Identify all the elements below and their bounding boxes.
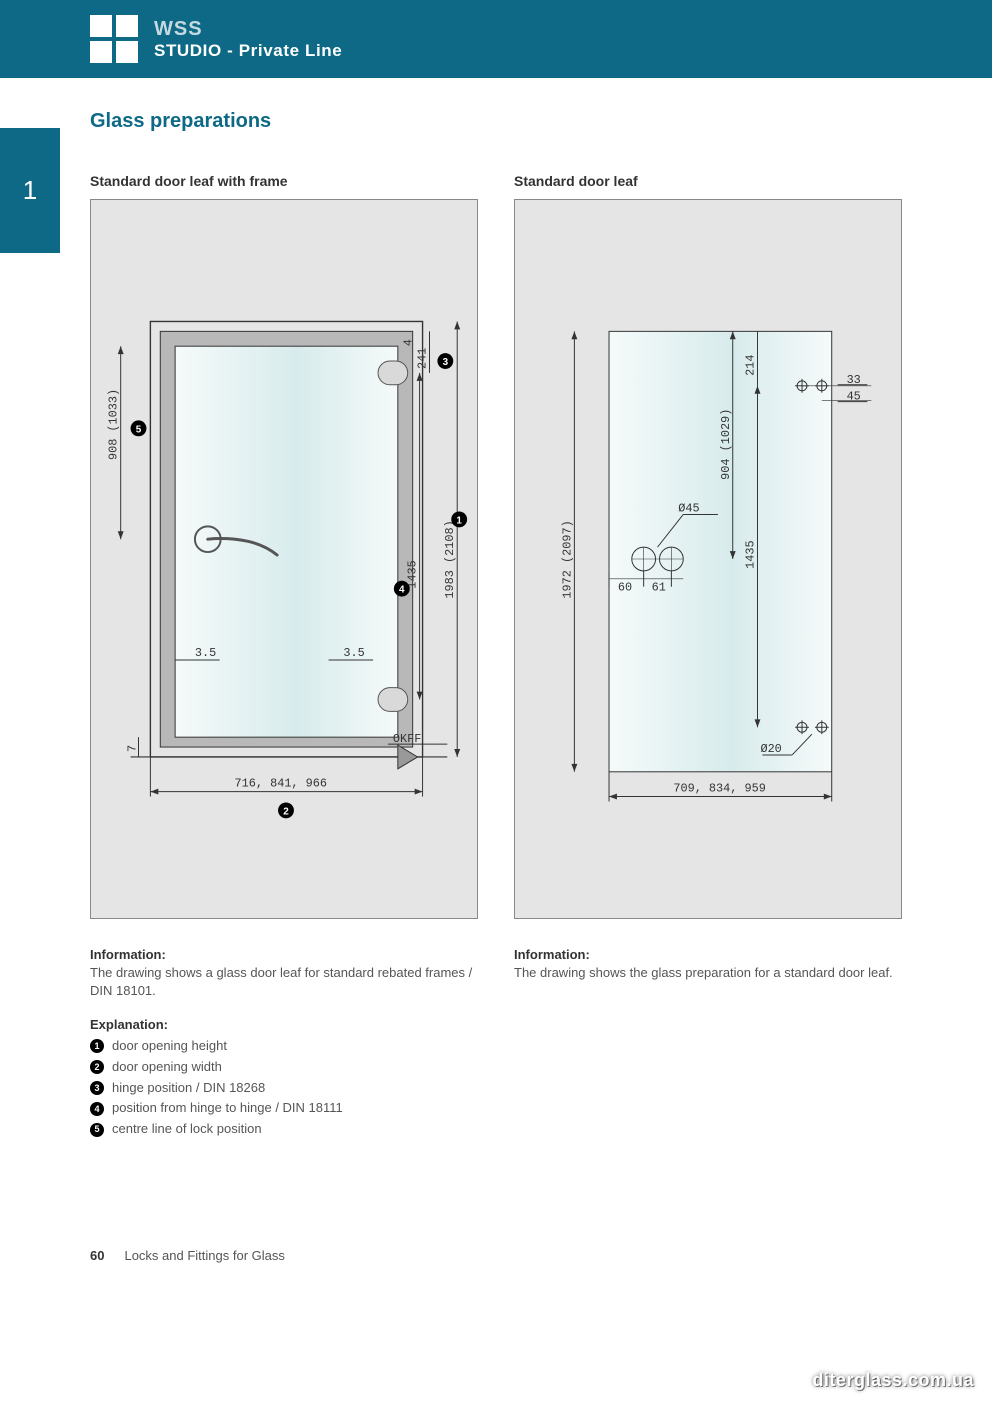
left-h-dim: 908 (1033) bbox=[107, 389, 121, 460]
subbrand: STUDIO - Private Line bbox=[154, 41, 342, 61]
gap7: 7 bbox=[126, 745, 140, 752]
logo-icon bbox=[90, 15, 138, 63]
watermark: diterglass.com.ua bbox=[812, 1370, 974, 1391]
list-item: 3hinge position / DIN 18268 bbox=[90, 1078, 478, 1099]
badge-icon: 1 bbox=[90, 1039, 104, 1053]
svg-text:4: 4 bbox=[399, 585, 405, 596]
info-heading-r: Information: bbox=[514, 947, 902, 962]
brand: WSS bbox=[154, 18, 342, 41]
info-heading: Information: bbox=[90, 947, 478, 962]
widthR: 709, 834, 959 bbox=[673, 782, 766, 796]
left-column: Standard door leaf with frame bbox=[90, 173, 478, 1140]
svg-text:1: 1 bbox=[456, 515, 462, 526]
info-text-r: The drawing shows the glass preparation … bbox=[514, 964, 902, 982]
h1972: 1972 (2097) bbox=[560, 520, 574, 598]
header-band: WSS STUDIO - Private Line bbox=[0, 0, 992, 78]
svg-text:2: 2 bbox=[283, 806, 289, 817]
right-h-dim: 1983 (2108) bbox=[443, 520, 457, 598]
h1435r: 1435 bbox=[744, 540, 758, 568]
right-info: Information: The drawing shows the glass… bbox=[514, 947, 902, 982]
header-text: WSS STUDIO - Private Line bbox=[154, 18, 342, 61]
two-columns: Standard door leaf with frame bbox=[90, 173, 902, 1140]
d45: Ø45 bbox=[678, 501, 699, 515]
badge-icon: 5 bbox=[90, 1123, 104, 1137]
explanation-list: 1door opening height 2door opening width… bbox=[90, 1036, 478, 1140]
h214: 214 bbox=[744, 355, 758, 376]
footer-title: Locks and Fittings for Glass bbox=[124, 1248, 284, 1263]
left-subtitle: Standard door leaf with frame bbox=[90, 173, 478, 189]
list-item: 4position from hinge to hinge / DIN 1811… bbox=[90, 1098, 478, 1119]
left-diagram: OKFF 716, 841, 966 908 (1033) bbox=[90, 199, 478, 919]
gap35l: 3.5 bbox=[195, 646, 216, 660]
svg-text:5: 5 bbox=[136, 424, 142, 435]
list-item: 5centre line of lock position bbox=[90, 1119, 478, 1140]
exp-heading: Explanation: bbox=[90, 1017, 478, 1032]
footer: 60 Locks and Fittings for Glass bbox=[0, 1248, 992, 1283]
svg-text:3: 3 bbox=[443, 357, 449, 368]
right-column: Standard door leaf bbox=[514, 173, 902, 1140]
info-text: The drawing shows a glass door leaf for … bbox=[90, 964, 478, 999]
list-item: 1door opening height bbox=[90, 1036, 478, 1057]
badge-icon: 2 bbox=[90, 1060, 104, 1074]
width-dim: 716, 841, 966 bbox=[235, 777, 328, 791]
page-number: 60 bbox=[90, 1248, 104, 1263]
off60: 60 bbox=[618, 581, 632, 595]
h904: 904 (1029) bbox=[719, 409, 733, 480]
right-subtitle: Standard door leaf bbox=[514, 173, 902, 189]
list-item: 2door opening width bbox=[90, 1057, 478, 1078]
d20: Ø20 bbox=[760, 742, 781, 756]
left-info: Information: The drawing shows a glass d… bbox=[90, 947, 478, 1140]
content: Glass preparations Standard door leaf wi… bbox=[0, 78, 992, 1168]
top241: 241 bbox=[416, 348, 430, 369]
page-title: Glass preparations bbox=[90, 110, 902, 133]
off61: 61 bbox=[652, 581, 666, 595]
badge-icon: 3 bbox=[90, 1081, 104, 1095]
badge-icon: 4 bbox=[90, 1102, 104, 1116]
gap4: 4 bbox=[402, 339, 416, 346]
right-diagram: Ø45 Ø20 1972 (2097) 904 (1029) bbox=[514, 199, 902, 919]
gap35r: 3.5 bbox=[343, 646, 364, 660]
